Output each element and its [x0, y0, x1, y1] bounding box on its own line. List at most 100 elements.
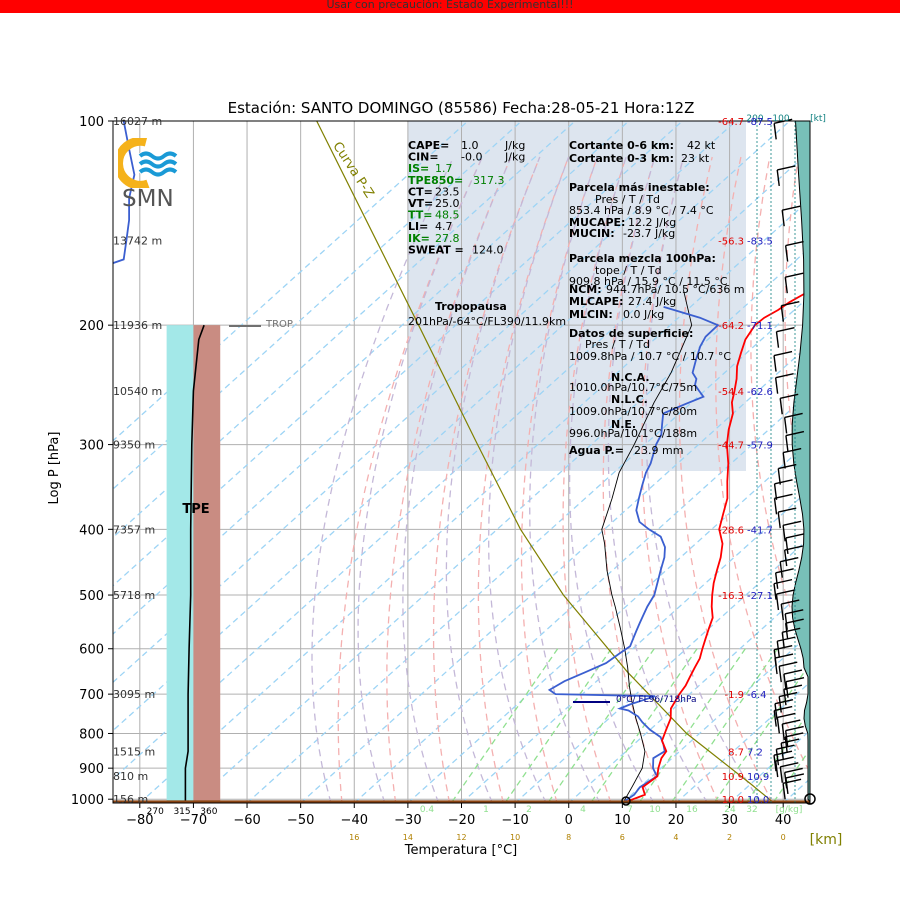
- wind-barb: [775, 760, 779, 778]
- warning-text: Usar con precaución: Estado Experimental…: [326, 0, 574, 11]
- mixing-ratio-label: 7: [627, 805, 633, 815]
- wind-barb-flag: [773, 578, 793, 585]
- wind-barb: [780, 305, 785, 322]
- surface-title: Datos de superficie:: [569, 327, 693, 340]
- y-tick-label: 500: [79, 589, 104, 604]
- x-tick-label: −20: [448, 813, 475, 828]
- mixing-ratio-label: 16: [686, 805, 698, 815]
- x-tick-label: −80: [126, 813, 153, 828]
- wind-barb: [774, 377, 779, 394]
- x-tick-label: 10: [614, 813, 631, 828]
- wind-barb-flag: [774, 653, 794, 659]
- moist-adiabat: [529, 156, 601, 803]
- wind-barb: [784, 245, 789, 262]
- x-tick-label: 30: [721, 813, 738, 828]
- wind-barb: [785, 435, 789, 452]
- height-label: 13742 m: [113, 234, 162, 247]
- wind-barb-flag: [782, 205, 801, 211]
- wind-barb: [775, 749, 780, 766]
- wind-barb: [773, 355, 777, 372]
- x-tick-label: 20: [668, 813, 685, 828]
- y-tick-label: 400: [79, 523, 104, 538]
- index-unit: J/kg: [504, 151, 525, 164]
- x-axis-label: Temperatura [°C]: [404, 843, 517, 858]
- right-temp-label: -44.7: [718, 441, 744, 452]
- dewpoint-upper-line: [113, 121, 136, 264]
- km-tick-label: 4: [673, 833, 678, 842]
- mixing-ratio-label: 32: [746, 805, 757, 815]
- wind-barb-flag: [780, 393, 799, 399]
- y-tick-label: 1000: [71, 793, 104, 808]
- wind-barb-flag: [782, 520, 802, 526]
- index-value: 27.8: [435, 232, 460, 245]
- moist-adiabat: [402, 156, 512, 803]
- wind-barb-flag: [785, 430, 805, 437]
- dry-adiabat: [562, 156, 627, 803]
- wind-barb: [783, 549, 788, 567]
- height-label: 9350 m: [113, 439, 155, 452]
- ml-parcel-title: Parcela mezcla 100hPa:: [569, 252, 716, 265]
- wind-barb: [782, 452, 786, 469]
- dry-adiabat: [715, 156, 810, 775]
- index-name: TPE850=: [408, 174, 463, 187]
- wind-barb: [785, 537, 789, 555]
- mixing-ratio-label: [g/kg]: [776, 805, 803, 815]
- right-dewpoint-label: -27.1: [747, 591, 773, 602]
- wind-barb-flag: [773, 750, 793, 756]
- chart-title: Estación: SANTO DOMINGO (85586) Fecha:28…: [228, 99, 695, 117]
- theta-label: 360: [200, 807, 217, 817]
- mucape-label: MUCAPE:: [569, 216, 625, 229]
- moist-adiabat: [607, 156, 709, 803]
- wind-barb: [773, 710, 777, 727]
- mucin-label: MUCIN:: [569, 227, 615, 240]
- wind-barb-flag: [784, 412, 803, 419]
- wind-barb-flag: [775, 756, 794, 762]
- wind-barb: [779, 398, 783, 415]
- shear-value: 23 kt: [681, 152, 710, 165]
- wind-barb: [784, 730, 789, 747]
- x-tick-label: −30: [394, 813, 421, 828]
- wind-barb-flag: [776, 744, 795, 750]
- wind-barb: [773, 755, 777, 772]
- wind-barb: [784, 613, 788, 630]
- mixing-ratio-label: 24: [724, 805, 736, 815]
- x-tick-label: −10: [501, 813, 528, 828]
- y-tick-label: 800: [79, 727, 104, 742]
- wind-barb-flag: [782, 627, 801, 633]
- y-tick-label: 600: [79, 643, 104, 658]
- wind-barb: [778, 666, 782, 683]
- right-temp-label: -1.9: [724, 690, 744, 701]
- wind-barb-flag: [785, 773, 805, 779]
- right-dewpoint-label: -62.6: [747, 387, 773, 398]
- wind-barb-flag: [780, 556, 799, 563]
- ne-label: N.E.: [611, 418, 636, 431]
- right-dewpoint-label: -41.7: [747, 525, 773, 536]
- x-tick-label: 0: [565, 813, 573, 828]
- index-value: 4.7: [435, 220, 453, 233]
- right-temp-label: 10.9: [722, 772, 744, 783]
- wind-barb-flag: [777, 636, 796, 642]
- km-tick-label: 8: [566, 833, 571, 842]
- wind-barb-flag: [777, 165, 796, 171]
- wind-barb-flag: [776, 327, 795, 333]
- wind-scale-label-200: 200: [746, 114, 763, 124]
- wind-barb-flag: [775, 373, 794, 379]
- mucin-value: -23.7 J/kg: [623, 227, 675, 240]
- dry-adiabat: [818, 157, 900, 803]
- mixing-ratio-line: [714, 662, 810, 803]
- mlcin-label: MLCIN:: [569, 308, 613, 321]
- shear-label: Cortante 0-6 km:: [569, 139, 674, 152]
- wind-barb: [776, 717, 781, 734]
- y-tick-label: 200: [79, 319, 104, 334]
- dry-adiabat: [850, 157, 900, 803]
- wind-barb-flag: [776, 589, 795, 595]
- nca-label: N.C.A.: [611, 371, 650, 384]
- right-temp-label: -16.3: [718, 591, 744, 602]
- mixing-ratio-label: 0.4: [420, 805, 435, 815]
- right-dewpoint-label: -57.9: [747, 441, 773, 452]
- tpe-line: [184, 324, 205, 802]
- y-tick-label: 900: [79, 762, 104, 777]
- index-name: VT=: [408, 197, 433, 210]
- mixing-ratio-label: 2: [526, 805, 532, 815]
- index-name: IK=: [408, 232, 430, 245]
